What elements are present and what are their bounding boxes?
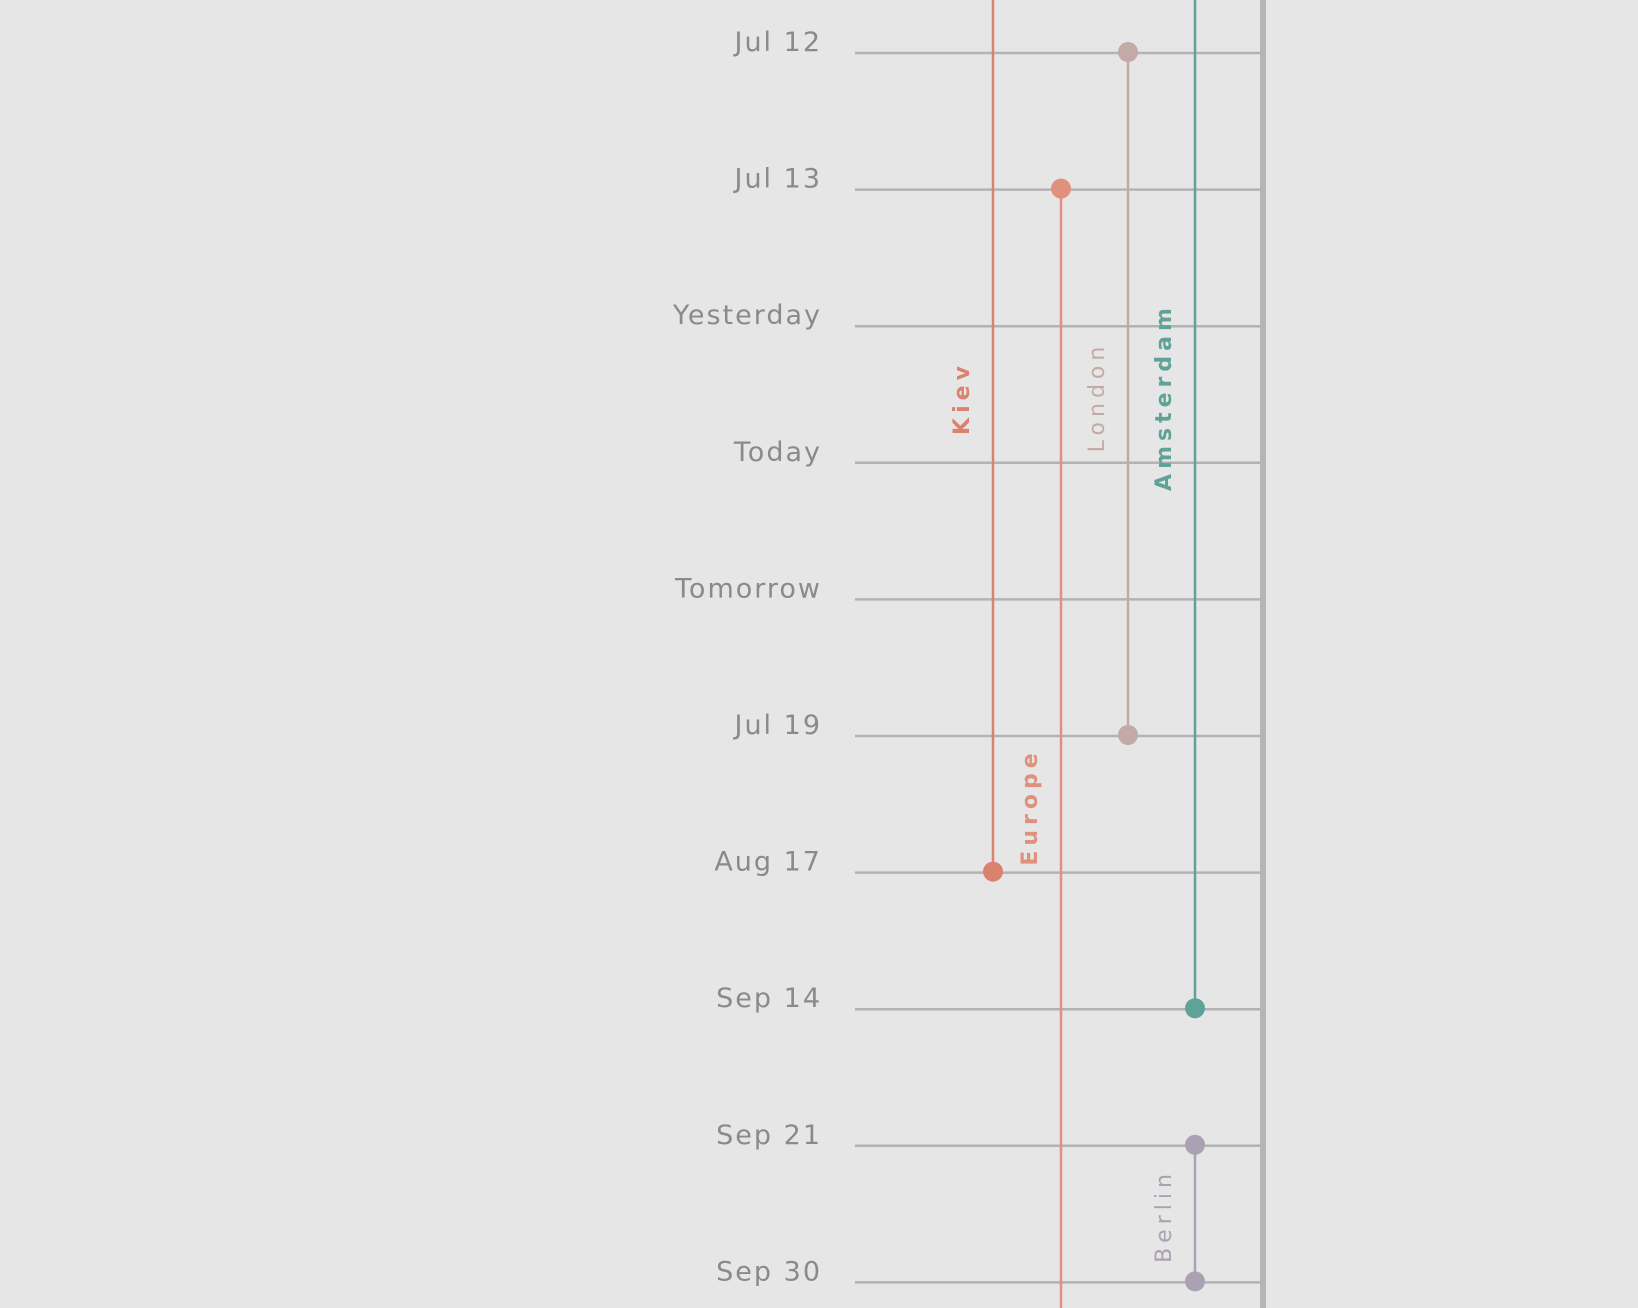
trip-label-europe: Europe: [1018, 748, 1043, 865]
trip-label-amsterdam: Amsterdam: [1152, 303, 1177, 491]
date-label-5: Jul 19: [732, 710, 822, 741]
date-labels: Jul 12 Jul 13 Yesterday Today Tomorrow Jul 19…: [672, 27, 822, 1287]
trip-end-dot-berlin[interactable]: [1185, 1271, 1205, 1292]
trip-start-dot-europe[interactable]: [1051, 178, 1071, 199]
trip-label-berlin: Berlin: [1152, 1169, 1177, 1263]
date-label-8: Sep 21: [716, 1120, 822, 1151]
date-label-9: Sep 30: [716, 1256, 822, 1287]
right-border: [1260, 0, 1266, 1308]
trip-label-london: London: [1085, 342, 1110, 453]
date-label-6: Aug 17: [714, 847, 822, 878]
date-label-0: Jul 12: [732, 27, 822, 58]
date-label-7: Sep 14: [716, 983, 822, 1014]
trip-label-kiev: Kiev: [950, 361, 975, 435]
gridlines: [855, 51, 1262, 1284]
date-label-1: Jul 13: [732, 164, 822, 195]
trip-start-dot-berlin[interactable]: [1185, 1134, 1205, 1155]
trip-start-dot-london[interactable]: [1118, 42, 1138, 62]
trips: Kiev Europe London Amsterdam Berlin: [950, 0, 1205, 1308]
trip-end-dot-london[interactable]: [1118, 725, 1138, 745]
trip-end-dot-kiev[interactable]: [983, 861, 1003, 882]
trip-end-dot-amsterdam[interactable]: [1185, 998, 1205, 1019]
date-label-4: Tomorrow: [674, 573, 822, 604]
date-label-2: Yesterday: [672, 300, 822, 331]
date-label-3: Today: [733, 437, 822, 468]
